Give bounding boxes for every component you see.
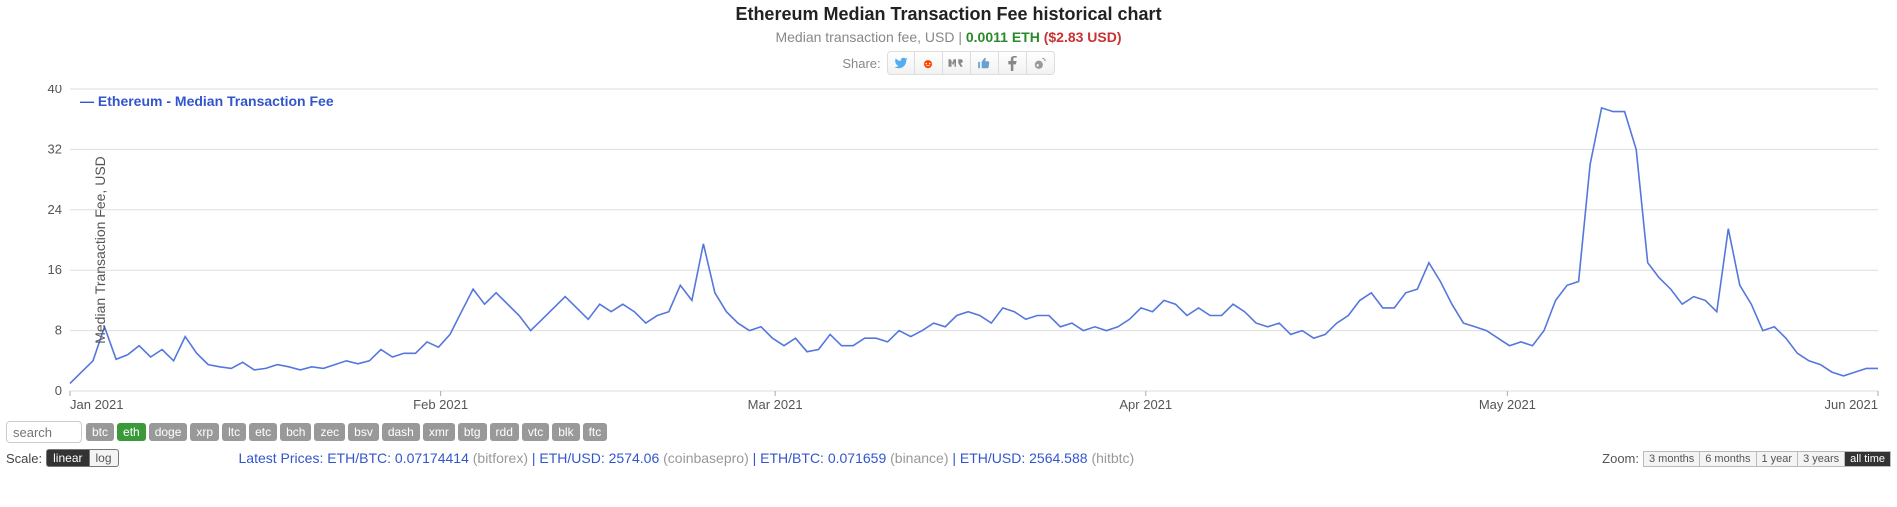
chart-header: Ethereum Median Transaction Fee historic… (0, 0, 1897, 75)
yaxis-title: Median Transaction Fee, USD (92, 156, 108, 344)
like-share-icon[interactable] (971, 51, 999, 75)
coin-bsv-button[interactable]: bsv (348, 423, 379, 441)
coin-zec-button[interactable]: zec (314, 423, 345, 441)
coin-ftc-button[interactable]: ftc (583, 423, 608, 441)
scale-log-button[interactable]: log (90, 449, 119, 467)
chart-legend: — Ethereum - Median Transaction Fee (80, 93, 334, 109)
svg-text:Jun 2021: Jun 2021 (1825, 397, 1879, 412)
svg-text:8: 8 (55, 323, 62, 338)
coin-bch-button[interactable]: bch (280, 423, 311, 441)
subtitle-prefix: Median transaction fee, USD | (775, 29, 965, 45)
coin-xrp-button[interactable]: xrp (190, 423, 219, 441)
svg-text:24: 24 (48, 202, 62, 217)
scale-label: Scale: (6, 451, 42, 466)
coin-blk-button[interactable]: blk (552, 423, 579, 441)
vk-share-icon[interactable] (943, 51, 971, 75)
weibo-share-icon[interactable] (1027, 51, 1055, 75)
svg-text:Mar 2021: Mar 2021 (748, 397, 803, 412)
svg-text:0: 0 (55, 383, 62, 398)
svg-text:Apr 2021: Apr 2021 (1119, 397, 1172, 412)
reddit-share-icon[interactable] (915, 51, 943, 75)
zoom-controls: Zoom: 3 months6 months1 year3 yearsall t… (1602, 450, 1891, 467)
zoom-all-time-button[interactable]: all time (1845, 451, 1891, 467)
chart-subtitle: Median transaction fee, USD | 0.0011 ETH… (0, 29, 1897, 45)
latest-prices: Latest Prices: ETH/BTC: 0.07174414 (bitf… (239, 450, 1135, 466)
zoom-3-years-button[interactable]: 3 years (1798, 451, 1845, 467)
legend-dash-icon: — (80, 93, 94, 109)
twitter-share-icon[interactable] (887, 51, 915, 75)
coin-eth-button[interactable]: eth (117, 423, 146, 441)
eth-value: 0.0011 ETH (966, 29, 1040, 45)
coin-etc-button[interactable]: etc (249, 423, 277, 441)
coin-vtc-button[interactable]: vtc (522, 423, 549, 441)
line-chart[interactable]: 0 8 16 24 32 40 Jan 2021 Feb 2021 Mar 2021 Apr 20… (8, 85, 1888, 415)
chart-area: Median Transaction Fee, USD — Ethereum -… (8, 85, 1889, 415)
svg-text:Jan 2021: Jan 2021 (70, 397, 124, 412)
scale-linear-button[interactable]: linear (46, 449, 89, 467)
zoom-6-months-button[interactable]: 6 months (1700, 451, 1756, 467)
coin-btc-button[interactable]: btc (86, 423, 114, 441)
zoom-3-months-button[interactable]: 3 months (1643, 451, 1700, 467)
facebook-share-icon[interactable] (999, 51, 1027, 75)
coin-rdd-button[interactable]: rdd (490, 423, 519, 441)
coin-xmr-button[interactable]: xmr (423, 423, 455, 441)
share-row: Share: (0, 51, 1897, 75)
coin-ltc-button[interactable]: ltc (222, 423, 246, 441)
svg-text:40: 40 (48, 85, 62, 96)
share-label: Share: (842, 56, 880, 71)
svg-text:16: 16 (48, 262, 62, 277)
zoom-1-year-button[interactable]: 1 year (1757, 451, 1799, 467)
coin-dash-button[interactable]: dash (382, 423, 420, 441)
svg-text:32: 32 (48, 141, 62, 156)
legend-label: Ethereum - Median Transaction Fee (98, 93, 334, 109)
coin-bar: btcethdogexrpltcetcbchzecbsvdashxmrbtgrd… (0, 417, 1897, 447)
coin-doge-button[interactable]: doge (149, 423, 188, 441)
zoom-label: Zoom: (1602, 451, 1639, 466)
chart-title: Ethereum Median Transaction Fee historic… (0, 4, 1897, 25)
coin-btg-button[interactable]: btg (458, 423, 487, 441)
footer-row: Scale: linearlog Latest Prices: ETH/BTC:… (0, 447, 1897, 473)
usd-value: ($2.83 USD) (1044, 29, 1122, 45)
svg-text:Feb 2021: Feb 2021 (413, 397, 468, 412)
search-input[interactable] (6, 421, 82, 443)
svg-text:May 2021: May 2021 (1479, 397, 1536, 412)
